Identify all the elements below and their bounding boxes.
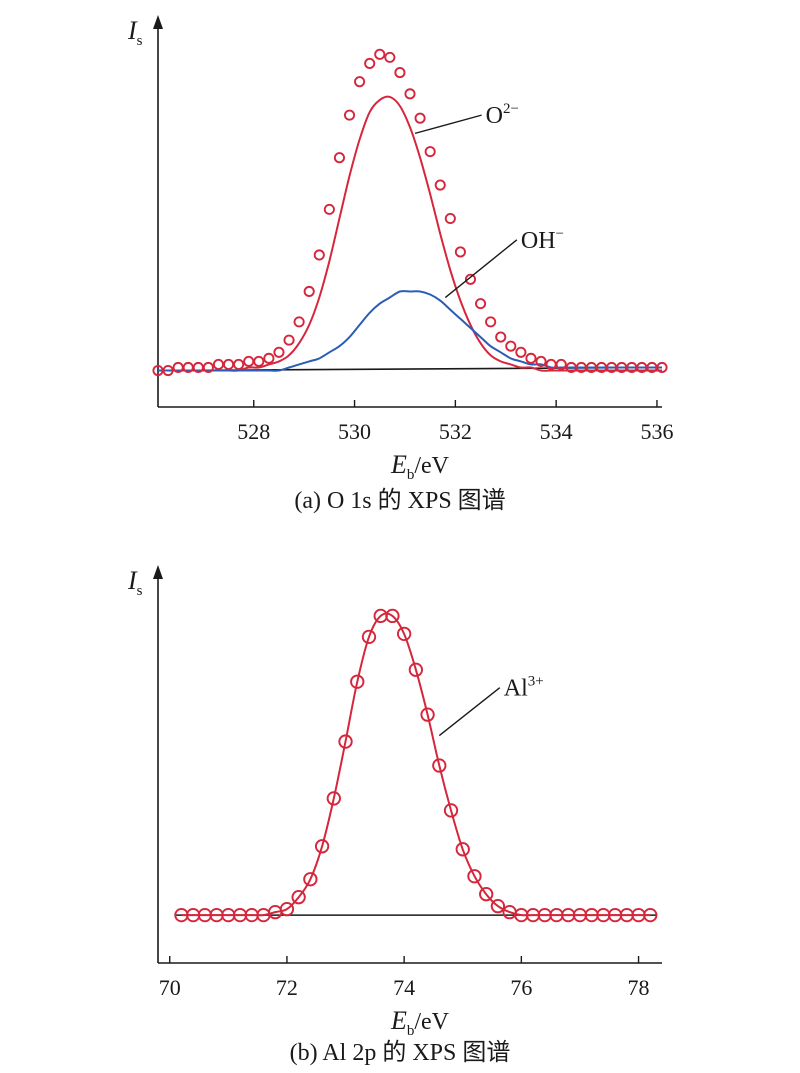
al2p-data-point	[443, 803, 459, 818]
o1s-data-point	[273, 346, 285, 358]
al2p-data-point	[479, 887, 494, 902]
o1s-x-tick-label: 532	[439, 419, 472, 444]
o1s-data-point	[313, 249, 325, 261]
o1s-panel: 528 530 532 534 536 Is Eb/eV O2− OH− (a) O 1s 的 …	[127, 15, 673, 514]
al2p-x-tick-label: 78	[628, 975, 650, 1000]
o1s-x-tick-label: 534	[540, 419, 573, 444]
o1s-data-point	[354, 76, 366, 88]
o1s-data-point	[485, 316, 497, 328]
o1s-data-point	[555, 358, 567, 370]
al2p-annotation-label: Al3+	[504, 674, 544, 702]
al2p-data-point	[314, 839, 330, 854]
o1s-data-point	[333, 152, 345, 164]
al2p-marks	[174, 608, 658, 923]
al2p-data-point	[467, 869, 482, 884]
o1s-annotation-leader	[444, 239, 518, 299]
al2p-data-point	[490, 898, 506, 914]
al2p-x-tick-label: 76	[510, 975, 532, 1000]
o1s-caption: (a) O 1s 的 XPS 图谱	[294, 487, 505, 514]
o1s-x-tick-label: 536	[640, 419, 673, 444]
al2p-data-point	[291, 890, 306, 905]
o1s-data-point	[283, 334, 295, 346]
o1s-data-point	[223, 358, 235, 370]
o1s-data-point	[525, 352, 537, 364]
al2p-data-point	[350, 674, 365, 689]
al2p-y-axis-label: Is	[127, 566, 143, 599]
al2p-data-point	[455, 842, 470, 857]
al2p-x-tick-label: 74	[393, 975, 415, 1000]
o1s-data-point	[414, 112, 426, 124]
o1s-data-point	[374, 48, 386, 60]
al2p-labels: 70 72 74 76 78 Is Eb/eV Al3+	[127, 566, 650, 1039]
o1s-data-point	[464, 273, 477, 285]
o1s-axes	[153, 15, 662, 408]
al2p-data-point	[420, 707, 435, 722]
o1s-data-point	[656, 361, 668, 374]
o1s-data-point	[343, 109, 356, 121]
al2p-data-point	[326, 791, 341, 806]
o1s-x-tick-label: 530	[338, 419, 371, 444]
o1s-annotation-label: OH−	[521, 226, 564, 254]
o1s-data-point	[162, 364, 174, 377]
o1s-data-point	[444, 212, 456, 225]
al2p-fit-line-0	[181, 612, 651, 917]
al2p-data-point	[338, 734, 353, 749]
al2p-annotation-leader	[438, 687, 501, 737]
o1s-labels: 528 530 532 534 536 Is Eb/eV O2− OH−	[127, 16, 673, 483]
o1s-marks	[152, 48, 668, 377]
o1s-data-point	[202, 361, 214, 374]
o1s-data-point	[253, 355, 265, 367]
o1s-annotation-leader	[414, 114, 482, 135]
o1s-data-point	[364, 57, 376, 69]
al2p-data-point	[385, 608, 400, 624]
al2p-data-point	[408, 662, 424, 677]
o1s-data-point	[243, 355, 255, 367]
al2p-data-point	[303, 872, 318, 887]
o1s-data-point	[303, 285, 315, 298]
al2p-data-point	[361, 629, 377, 645]
o1s-data-point	[384, 51, 396, 63]
o1s-data-point	[263, 352, 275, 364]
o1s-x-tick-label: 528	[237, 419, 270, 444]
o1s-data-point	[233, 358, 245, 370]
al2p-x-tick-label: 70	[159, 975, 181, 1000]
o1s-data-point	[535, 355, 547, 367]
o1s-data-point	[434, 179, 446, 191]
o1s-data-point	[495, 331, 507, 343]
al2p-x-axis-label: Eb/eV	[390, 1006, 450, 1039]
al2p-panel: 70 72 74 76 78 Is Eb/eV Al3+ (b) Al 2p 的 XPS 图谱	[127, 565, 662, 1066]
o1s-fit-line-0	[158, 95, 662, 372]
o1s-data-point	[424, 146, 436, 158]
o1s-data-point	[404, 88, 416, 100]
al2p-data-point	[279, 901, 295, 917]
al2p-axes	[153, 565, 662, 964]
o1s-y-axis-label: Is	[127, 16, 143, 49]
o1s-annotation-label: O2−	[486, 101, 519, 129]
o1s-data-point	[454, 246, 466, 258]
al2p-data-point	[396, 626, 412, 642]
o1s-fit-line-1	[158, 290, 662, 372]
o1s-data-point	[394, 67, 406, 79]
al2p-y-axis-arrow	[153, 565, 163, 579]
o1s-data-point	[515, 346, 527, 358]
al2p-data-point	[432, 758, 447, 773]
o1s-data-point	[212, 358, 225, 370]
o1s-data-point	[475, 298, 487, 310]
o1s-data-point	[323, 203, 335, 215]
o1s-x-axis-label: Eb/eV	[390, 450, 450, 483]
al2p-data-point	[643, 907, 658, 923]
al2p-x-tick-label: 72	[276, 975, 298, 1000]
al2p-caption: (b) Al 2p 的 XPS 图谱	[290, 1039, 511, 1066]
o1s-y-axis-arrow	[153, 15, 163, 29]
o1s-data-point	[293, 316, 305, 328]
o1s-data-point	[505, 340, 517, 352]
